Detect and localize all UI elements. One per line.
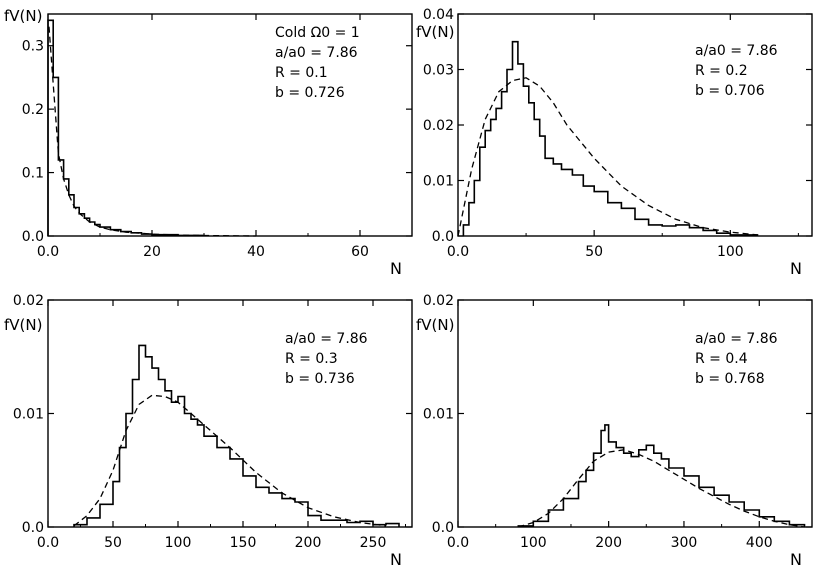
- histogram-series: [47, 19, 205, 237]
- annotation-line: R = 0.2: [695, 63, 748, 79]
- x-tick-label: 400: [746, 535, 773, 551]
- y-axis-label: fV(N): [416, 23, 454, 41]
- y-tick-label: 0.1: [22, 166, 44, 182]
- x-tick-label: 50: [585, 244, 603, 260]
- dashed-fit-series: [518, 449, 805, 528]
- x-tick-label: 150: [230, 535, 257, 551]
- chart-panel-1: 0.0 20 40 60 0.0 0.1 0.2 0.3 fV(N) N Cold Ω0 = 1 a/…: [4, 7, 413, 278]
- x-tick-label: 100: [520, 535, 547, 551]
- y-tick-label: 0.02: [423, 118, 454, 134]
- annotation-line: a/a0 = 7.86: [275, 45, 358, 61]
- x-tick-label: 20: [143, 244, 161, 260]
- x-tick-label: 0.0: [37, 244, 59, 260]
- annotation-line: R = 0.1: [275, 65, 328, 81]
- y-tick-label: 0.02: [423, 293, 454, 309]
- annotation-line: b = 0.706: [695, 83, 765, 99]
- x-tick-label: 50: [104, 535, 122, 551]
- x-tick-label: 200: [595, 535, 622, 551]
- dashed-fit-series: [48, 26, 257, 237]
- x-tick-label: 60: [351, 244, 369, 260]
- x-tick-label: 100: [717, 244, 744, 260]
- annotation-line: b = 0.736: [285, 371, 355, 387]
- annotation-line: a/a0 = 7.86: [695, 331, 778, 347]
- annotation-line: a/a0 = 7.86: [695, 43, 778, 59]
- x-tick-label: 0.0: [447, 535, 469, 551]
- y-tick-label: 0.03: [423, 63, 454, 79]
- annotation-line: R = 0.4: [695, 351, 748, 367]
- y-tick-label: 0.2: [22, 102, 44, 118]
- annotation-line: b = 0.768: [695, 371, 765, 387]
- y-tick-label: 0.01: [423, 407, 454, 423]
- y-axis-label: fV(N): [416, 316, 454, 334]
- histogram-series: [73, 344, 400, 527]
- histogram-series: [462, 40, 759, 236]
- y-tick-label: 0.0: [22, 520, 44, 536]
- x-tick-label: 100: [165, 535, 192, 551]
- y-tick-label: 0.01: [423, 174, 454, 190]
- annotation-line: Cold Ω0 = 1: [275, 25, 360, 41]
- x-tick-label: 250: [360, 535, 387, 551]
- y-tick-label: 0.0: [432, 520, 454, 536]
- y-tick-label: 0.0: [432, 229, 454, 245]
- chart-panel-3: 0.0 50 100 150 200 250 0.0 0.01 0.02 fV(N) Na/a0 =…: [4, 293, 413, 566]
- y-axis-label: fV(N): [4, 316, 42, 334]
- annotation-line: b = 0.726: [275, 85, 345, 101]
- y-axis-label: fV(N): [4, 7, 42, 25]
- y-tick-label: 0.01: [13, 407, 44, 423]
- y-tick-label: 0.3: [22, 39, 44, 55]
- x-tick-label: 40: [247, 244, 265, 260]
- y-tick-label: 0.02: [13, 293, 44, 309]
- x-tick-label: 200: [295, 535, 322, 551]
- dashed-fit-series: [73, 394, 387, 527]
- x-axis-label: N: [790, 550, 802, 566]
- dashed-fit-series: [457, 77, 758, 237]
- x-axis-label: N: [790, 259, 802, 278]
- annotation-line: a/a0 = 7.86: [285, 331, 368, 347]
- x-tick-label: 300: [671, 535, 698, 551]
- x-tick-label: 0.0: [447, 244, 469, 260]
- annotation-line: R = 0.3: [285, 351, 338, 367]
- histogram-series: [517, 424, 806, 527]
- x-axis-label: N: [390, 550, 402, 566]
- chart-panel-4: 0.0 100 200 300 400 0.0 0.01 0.02 fV(N) Na/a0 = 7…: [416, 293, 813, 566]
- x-tick-label: 0.0: [37, 535, 59, 551]
- x-axis-label: N: [390, 259, 402, 278]
- y-tick-label: 0.04: [423, 7, 454, 23]
- y-tick-label: 0.0: [22, 229, 44, 245]
